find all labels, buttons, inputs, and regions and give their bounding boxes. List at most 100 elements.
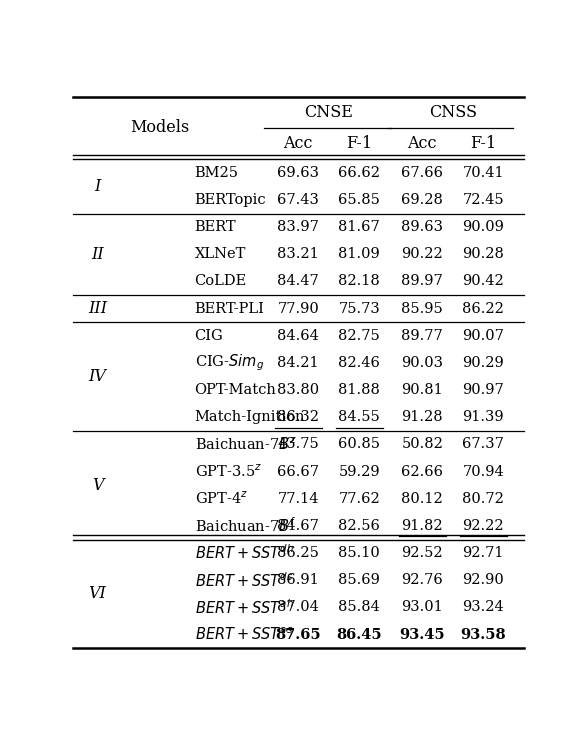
Text: 77.62: 77.62: [338, 492, 380, 506]
Text: CNSE: CNSE: [304, 104, 353, 121]
Text: Acc: Acc: [407, 135, 437, 152]
Text: 85.95: 85.95: [402, 302, 443, 316]
Text: 90.97: 90.97: [462, 383, 504, 397]
Text: 66.67: 66.67: [277, 464, 320, 478]
Text: 90.28: 90.28: [462, 247, 504, 261]
Text: BERT: BERT: [194, 220, 236, 234]
Text: 82.56: 82.56: [338, 519, 380, 533]
Text: 81.88: 81.88: [338, 383, 380, 397]
Text: 83.80: 83.80: [277, 383, 320, 397]
Text: 86.45: 86.45: [336, 628, 382, 642]
Text: GPT-3.5$^{z}$: GPT-3.5$^{z}$: [194, 464, 262, 480]
Text: 92.76: 92.76: [402, 573, 443, 587]
Text: CNSS: CNSS: [429, 104, 477, 121]
Text: 93.58: 93.58: [460, 628, 506, 642]
Text: BERT-PLI: BERT-PLI: [194, 302, 264, 316]
Text: $BERT + SST^{as}$: $BERT + SST^{as}$: [194, 626, 293, 643]
Text: 83.21: 83.21: [278, 247, 319, 261]
Text: 75.73: 75.73: [338, 302, 380, 316]
Text: 69.63: 69.63: [277, 166, 320, 180]
Text: 91.82: 91.82: [402, 519, 443, 533]
Text: 69.28: 69.28: [402, 193, 443, 207]
Text: BERTopic: BERTopic: [194, 193, 266, 207]
Text: 67.66: 67.66: [402, 166, 443, 180]
Text: 87.65: 87.65: [275, 628, 321, 642]
Text: 59.29: 59.29: [338, 464, 380, 478]
Text: CIG-$\mathit{Sim}_{g}$: CIG-$\mathit{Sim}_{g}$: [194, 353, 264, 373]
Text: 84.67: 84.67: [278, 519, 319, 533]
Text: 81.67: 81.67: [338, 220, 380, 234]
Text: 43.75: 43.75: [278, 437, 319, 451]
Text: F-1: F-1: [346, 135, 372, 152]
Text: 89.77: 89.77: [402, 329, 443, 343]
Text: GPT-4$^{z}$: GPT-4$^{z}$: [194, 490, 248, 507]
Text: $BERT + SST^{dh}$: $BERT + SST^{dh}$: [194, 544, 294, 562]
Text: 83.97: 83.97: [278, 220, 319, 234]
Text: 92.71: 92.71: [463, 546, 504, 560]
Text: 50.82: 50.82: [402, 437, 443, 451]
Text: V: V: [92, 477, 104, 494]
Text: 62.66: 62.66: [402, 464, 443, 478]
Text: 90.09: 90.09: [462, 220, 504, 234]
Text: CoLDE: CoLDE: [194, 275, 247, 289]
Text: 86.25: 86.25: [278, 546, 319, 560]
Text: 67.43: 67.43: [278, 193, 319, 207]
Text: 90.29: 90.29: [462, 356, 504, 370]
Text: 92.52: 92.52: [402, 546, 443, 560]
Text: Models: Models: [130, 119, 189, 136]
Text: 90.03: 90.03: [402, 356, 443, 370]
Text: 80.72: 80.72: [462, 492, 504, 506]
Text: Baichuan-7$B^{z}$: Baichuan-7$B^{z}$: [194, 436, 297, 453]
Text: II: II: [91, 246, 104, 263]
Text: 93.01: 93.01: [402, 601, 443, 615]
Text: 92.90: 92.90: [462, 573, 504, 587]
Text: 89.63: 89.63: [402, 220, 443, 234]
Text: Baichuan-7$B^{f}$: Baichuan-7$B^{f}$: [194, 517, 296, 535]
Text: 90.07: 90.07: [462, 329, 504, 343]
Text: 86.32: 86.32: [277, 410, 320, 424]
Text: 70.41: 70.41: [462, 166, 504, 180]
Text: 82.46: 82.46: [338, 356, 380, 370]
Text: 92.22: 92.22: [462, 519, 504, 533]
Text: $BERT + SST^{ds}$: $BERT + SST^{ds}$: [194, 571, 293, 590]
Text: 84.55: 84.55: [338, 410, 380, 424]
Text: 65.85: 65.85: [338, 193, 380, 207]
Text: 60.85: 60.85: [338, 437, 380, 451]
Text: 72.45: 72.45: [462, 193, 504, 207]
Text: 67.37: 67.37: [462, 437, 504, 451]
Text: XLNeT: XLNeT: [194, 247, 246, 261]
Text: 82.75: 82.75: [338, 329, 380, 343]
Text: 85.10: 85.10: [338, 546, 380, 560]
Text: 84.64: 84.64: [278, 329, 319, 343]
Text: 91.39: 91.39: [462, 410, 504, 424]
Text: 77.14: 77.14: [278, 492, 319, 506]
Text: 81.09: 81.09: [338, 247, 380, 261]
Text: OPT-Match: OPT-Match: [194, 383, 276, 397]
Text: 86.22: 86.22: [462, 302, 504, 316]
Text: CIG: CIG: [194, 329, 223, 343]
Text: III: III: [88, 300, 107, 317]
Text: Match-Ignition: Match-Ignition: [194, 410, 305, 424]
Text: 77.90: 77.90: [278, 302, 319, 316]
Text: 91.28: 91.28: [402, 410, 443, 424]
Text: F-1: F-1: [470, 135, 496, 152]
Text: 89.97: 89.97: [402, 275, 443, 289]
Text: 84.21: 84.21: [278, 356, 319, 370]
Text: 84.47: 84.47: [278, 275, 319, 289]
Text: 93.45: 93.45: [399, 628, 445, 642]
Text: 90.42: 90.42: [462, 275, 504, 289]
Text: 85.84: 85.84: [338, 601, 380, 615]
Text: 87.04: 87.04: [278, 601, 319, 615]
Text: 90.81: 90.81: [402, 383, 443, 397]
Text: VI: VI: [88, 585, 107, 602]
Text: 66.62: 66.62: [338, 166, 380, 180]
Text: 80.12: 80.12: [402, 492, 443, 506]
Text: 85.69: 85.69: [338, 573, 380, 587]
Text: 86.91: 86.91: [278, 573, 319, 587]
Text: I: I: [94, 178, 101, 195]
Text: Acc: Acc: [283, 135, 313, 152]
Text: 70.94: 70.94: [462, 464, 504, 478]
Text: IV: IV: [88, 368, 107, 385]
Text: 90.22: 90.22: [402, 247, 443, 261]
Text: 82.18: 82.18: [338, 275, 380, 289]
